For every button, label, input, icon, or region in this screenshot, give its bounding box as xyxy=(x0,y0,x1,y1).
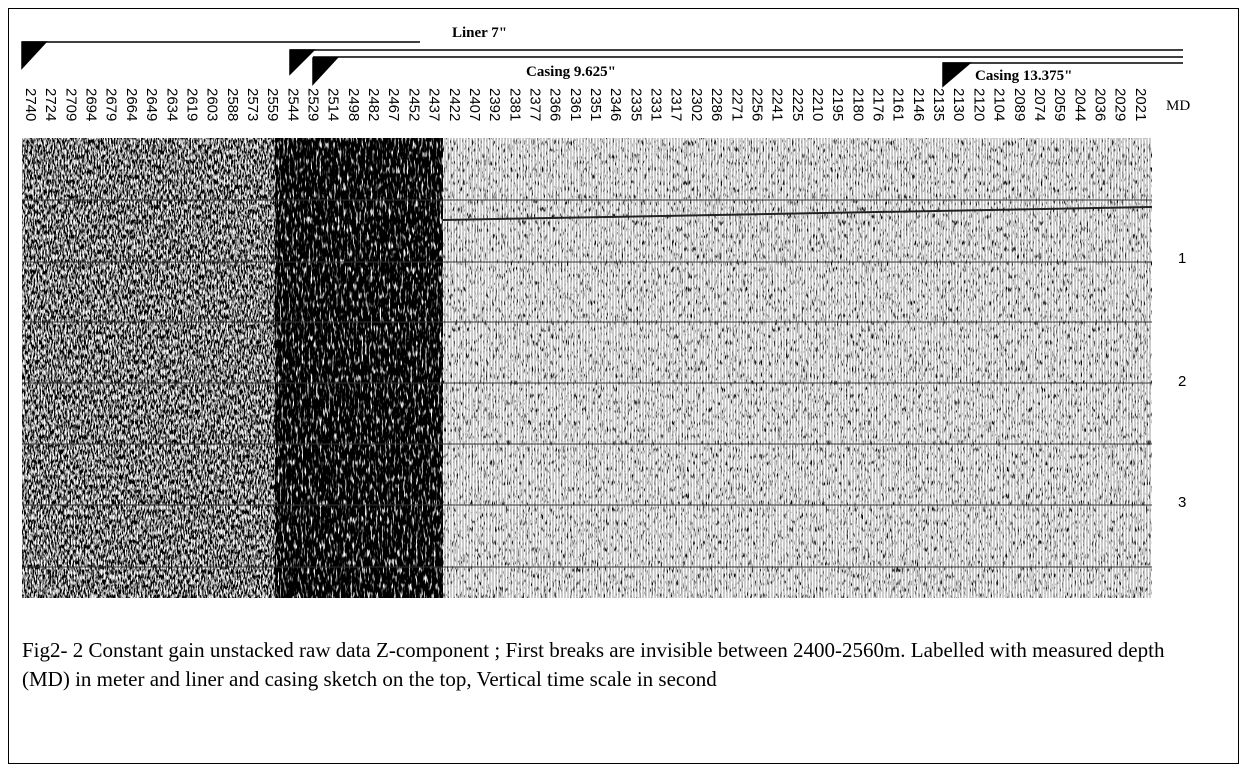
depth-label: 2377 xyxy=(526,88,543,121)
depth-label: 2161 xyxy=(890,88,907,121)
depth-label: 2317 xyxy=(668,88,685,121)
depth-label: 2120 xyxy=(970,88,987,121)
shoe xyxy=(21,41,48,70)
depth-label: 2286 xyxy=(708,88,725,121)
depth-label: 2740 xyxy=(22,88,39,121)
depth-label: 2256 xyxy=(748,88,765,121)
depth-label: 2135 xyxy=(930,88,947,121)
depth-label: 2335 xyxy=(627,88,644,121)
depth-label: 2241 xyxy=(769,88,786,121)
md-label: MD xyxy=(1166,98,1190,114)
depth-label: 2074 xyxy=(1031,88,1048,121)
depth-label: 2694 xyxy=(83,88,100,121)
depth-label: 2664 xyxy=(123,88,140,121)
depth-label: 2482 xyxy=(365,88,382,121)
depth-label: 2089 xyxy=(1011,88,1028,121)
depth-label: 2619 xyxy=(183,88,200,121)
depth-label: 2422 xyxy=(446,88,463,121)
depth-label: 2514 xyxy=(325,88,342,121)
depth-label: 2176 xyxy=(870,88,887,121)
depth-label: 2573 xyxy=(244,88,261,121)
caption: Fig2- 2 Constant gain unstacked raw data… xyxy=(22,638,1165,691)
depth-label: 2366 xyxy=(547,88,564,121)
depth-label: 2271 xyxy=(728,88,745,121)
time-label: 1 xyxy=(1178,250,1186,267)
depth-label: 2559 xyxy=(264,88,281,121)
depth-label: 2302 xyxy=(688,88,705,121)
depth-label: 2603 xyxy=(204,88,221,121)
depth-label: 2225 xyxy=(789,88,806,121)
depth-label: 2029 xyxy=(1112,88,1129,121)
depth-label: 2588 xyxy=(224,88,241,121)
depth-label: 2361 xyxy=(567,88,584,121)
casing-sketch xyxy=(21,41,1183,88)
depth-label: 2044 xyxy=(1071,88,1088,121)
depth-label: 2679 xyxy=(103,88,120,121)
seismic-section xyxy=(22,138,1153,598)
depth-label: 2467 xyxy=(385,88,402,121)
noise xyxy=(22,138,275,598)
depth-label: 2649 xyxy=(143,88,160,121)
depth-label: 2724 xyxy=(42,88,59,121)
depth-label: 2544 xyxy=(284,88,301,121)
depth-label: 2331 xyxy=(648,88,665,121)
noise-light xyxy=(443,138,1152,598)
shoe xyxy=(289,49,316,76)
liner-label: Liner 7" xyxy=(452,25,507,41)
depth-label: 2180 xyxy=(849,88,866,121)
casing-label: Casing 13.375" xyxy=(975,68,1073,84)
depth-label: 2036 xyxy=(1091,88,1108,121)
depth-label: 2146 xyxy=(910,88,927,121)
shoe xyxy=(942,62,973,88)
noise-dark xyxy=(275,138,443,598)
casing-label: Casing 9.625" xyxy=(526,64,616,80)
depth-label: 2634 xyxy=(163,88,180,121)
depth-label: 2437 xyxy=(426,88,443,121)
depth-label: 2021 xyxy=(1132,88,1149,121)
depth-label: 2195 xyxy=(829,88,846,121)
depth-label: 2381 xyxy=(506,88,523,121)
depth-label: 2529 xyxy=(305,88,322,121)
first-break xyxy=(442,206,1153,221)
depth-label: 2709 xyxy=(62,88,79,121)
depth-label: 2407 xyxy=(466,88,483,121)
figure-frame xyxy=(8,8,1239,764)
depth-label: 2392 xyxy=(486,88,503,121)
depth-label: 2498 xyxy=(345,88,362,121)
depth-label: 2452 xyxy=(405,88,422,121)
time-label: 2 xyxy=(1178,373,1186,390)
depth-label: 2351 xyxy=(587,88,604,121)
time-label: 3 xyxy=(1178,494,1186,511)
depth-label: 2130 xyxy=(950,88,967,121)
depth-label: 2104 xyxy=(991,88,1008,121)
shoe xyxy=(312,57,339,86)
depth-label: 2059 xyxy=(1051,88,1068,121)
depth-label: 2210 xyxy=(809,88,826,121)
depth-label: 2346 xyxy=(607,88,624,121)
